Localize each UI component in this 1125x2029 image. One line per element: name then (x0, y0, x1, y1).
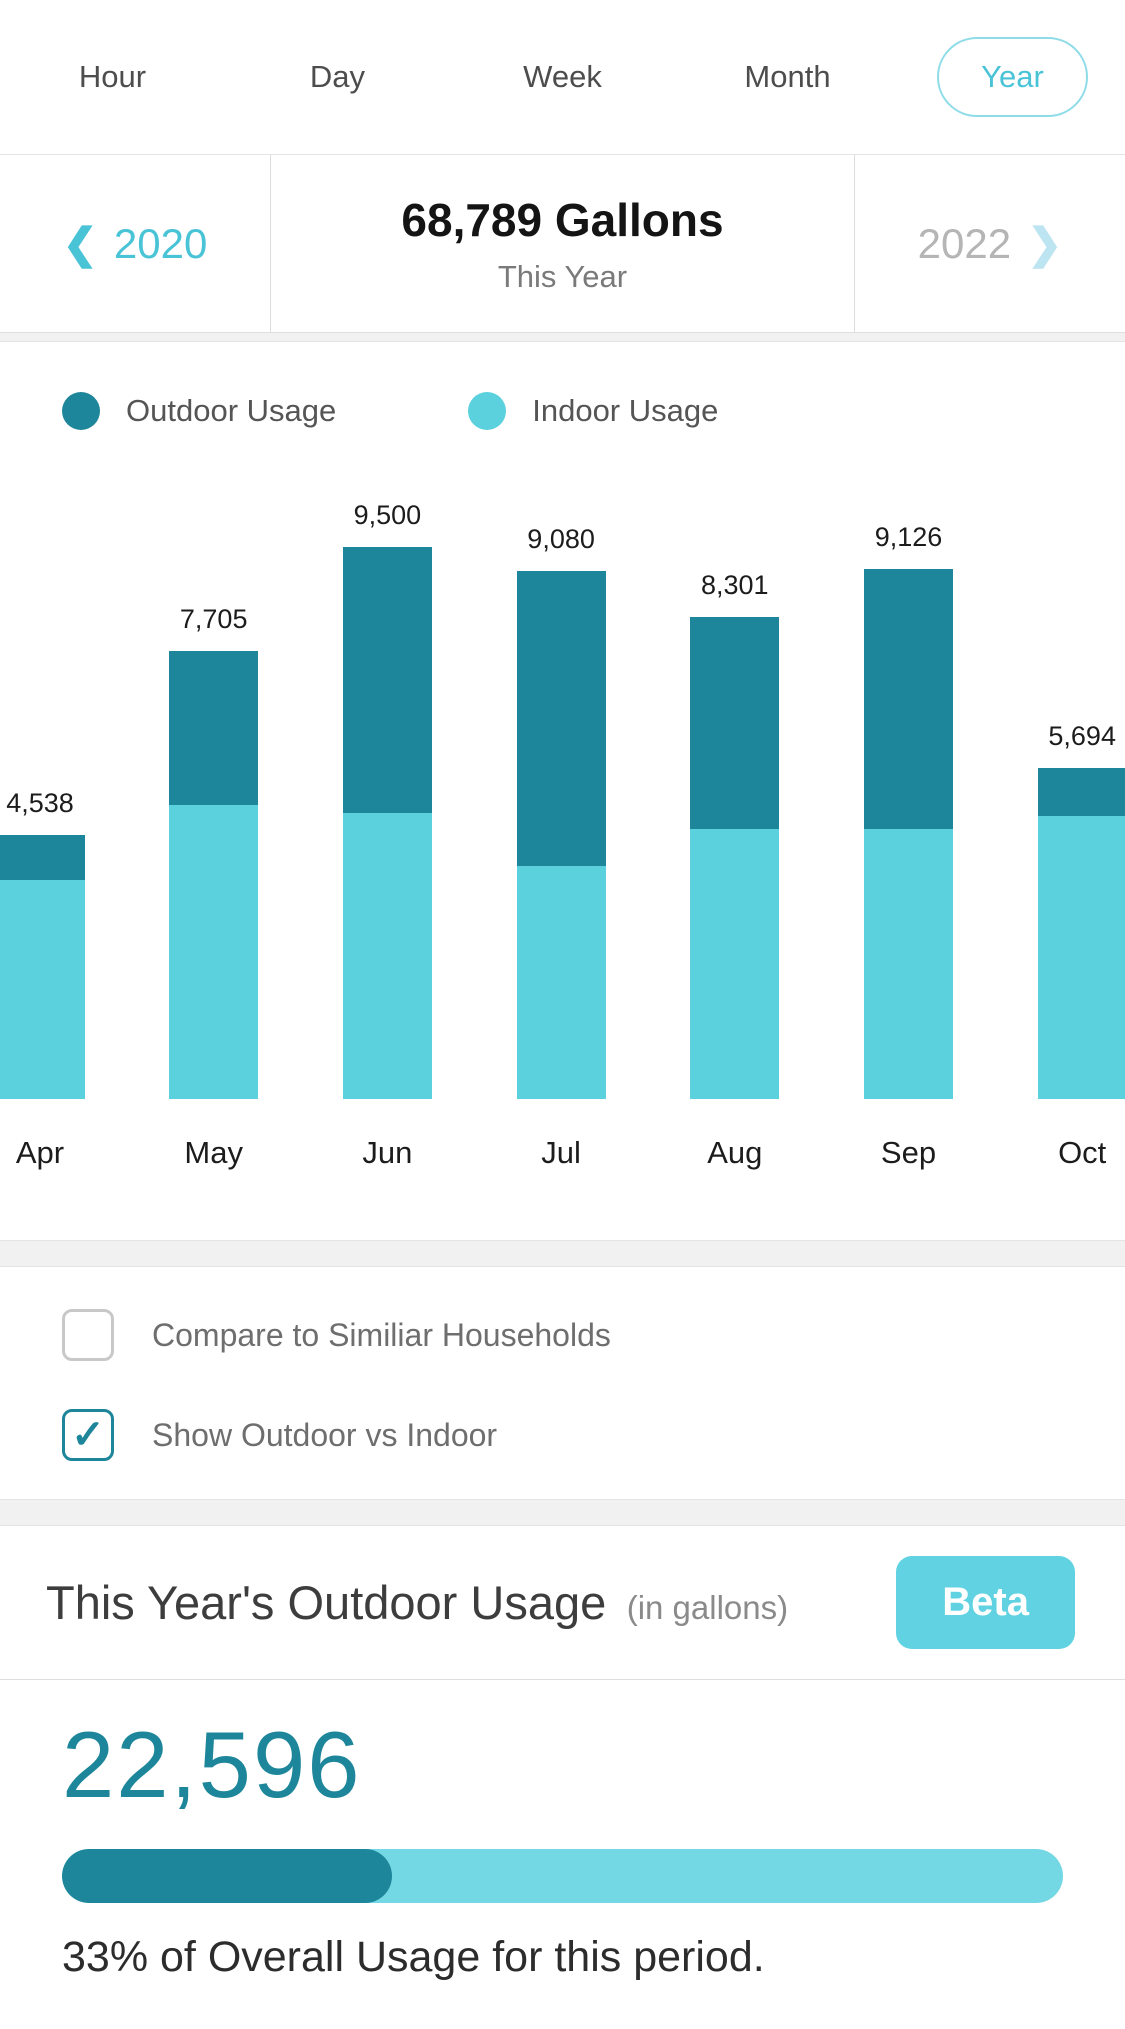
period-subtitle: This Year (497, 258, 628, 294)
indoor-segment (342, 813, 432, 1099)
chevron-left-icon: ❮ (62, 219, 98, 267)
stacked-bar-chart: 4,538 7,705 9,500 9,080 8,301 9,126 5,694 (0, 436, 1125, 1099)
legend-item-outdoor: Outdoor Usage (62, 392, 336, 430)
chart-options-card: Compare to Similiar Households ✓ Show Outd… (0, 1266, 1125, 1500)
bar-value-label: 5,694 (1048, 721, 1116, 751)
tab-day[interactable]: Day (225, 59, 450, 95)
x-axis-label: Apr (15, 1135, 65, 1170)
x-axis-label: Oct (1058, 1135, 1107, 1170)
period-summary: 68,789 Gallons This Year (270, 155, 855, 332)
checkmark-icon: ✓ (71, 1413, 105, 1457)
x-axis-label: Sep (880, 1135, 937, 1170)
outdoor-percent-text: 33% of Overall Usage for this period. (62, 1932, 765, 1981)
bar-jul[interactable] (516, 571, 606, 1099)
indoor-legend-dot-icon (468, 392, 507, 430)
x-axis: Apr May Jun Jul Aug Sep Oct (0, 1099, 1125, 1189)
tab-label: Hour (78, 59, 147, 94)
outdoor-legend-dot-icon (62, 392, 100, 430)
tab-hour[interactable]: Hour (0, 59, 225, 95)
x-axis-label: Jun (362, 1135, 413, 1170)
outdoor-summary-header: This Year's Outdoor Usage (in gallons) B… (0, 1525, 1125, 1680)
prev-year-label: 2020 (113, 219, 208, 267)
tab-label: Week (523, 59, 602, 94)
x-axis-label: May (184, 1135, 243, 1170)
outdoor-segment (169, 651, 259, 805)
indoor-legend-label: Indoor Usage (532, 393, 719, 428)
outdoor-segment (342, 547, 432, 814)
tab-week[interactable]: Week (450, 59, 675, 95)
outdoor-total-value: 22,596 (62, 1712, 362, 1817)
outdoor-segment (1037, 768, 1125, 816)
outdoor-segment (516, 571, 606, 866)
tab-label: Day (309, 59, 366, 94)
indoor-segment (1037, 815, 1125, 1099)
bar-value-label: 9,080 (527, 524, 595, 554)
period-tabbar: Hour Day Week Month Year (0, 0, 1125, 155)
outdoor-summary-title: This Year's Outdoor Usage (46, 1576, 607, 1629)
indoor-segment (169, 804, 259, 1099)
checkbox-compare-similar-households[interactable] (62, 1309, 114, 1361)
tab-label: Year (937, 37, 1088, 117)
option-row: ✓ Show Outdoor vs Indoor (62, 1409, 1125, 1461)
option-label: Show Outdoor vs Indoor (152, 1416, 498, 1453)
bar-may[interactable] (169, 651, 259, 1099)
prev-year-button[interactable]: ❮ 2020 (0, 155, 270, 332)
bar-aug[interactable] (690, 617, 780, 1099)
tab-year[interactable]: Year (900, 37, 1125, 117)
outdoor-segment (0, 835, 85, 881)
outdoor-legend-label: Outdoor Usage (126, 393, 337, 428)
beta-button[interactable]: Beta (896, 1556, 1075, 1649)
tab-label: Month (744, 59, 831, 94)
indoor-segment (864, 828, 953, 1099)
outdoor-usage-progress-fill (62, 1848, 393, 1903)
bar-value-label: 8,301 (701, 570, 769, 600)
indoor-segment (516, 865, 606, 1099)
x-axis-label: Jul (541, 1135, 581, 1170)
chevron-right-icon: ❯ (1027, 219, 1063, 267)
usage-chart-card: Outdoor Usage Indoor Usage 4,538 7,705 9,5… (0, 341, 1125, 1241)
period-nav: ❮ 2020 68,789 Gallons This Year 2022 ❯ (0, 155, 1125, 333)
x-axis-label: Aug (707, 1135, 763, 1170)
option-row: Compare to Similiar Households (62, 1309, 1125, 1361)
outdoor-segment (690, 617, 780, 830)
bar-oct[interactable] (1037, 768, 1125, 1099)
bar-jun[interactable] (342, 547, 432, 1099)
outdoor-summary-body: 22,596 33% of Overall Usage for this per… (0, 1680, 1125, 2029)
outdoor-usage-progressbar (62, 1848, 1063, 1903)
bar-apr[interactable] (0, 835, 85, 1099)
bar-value-label: 4,538 (6, 788, 74, 818)
bar-value-label: 7,705 (179, 604, 248, 634)
next-year-button[interactable]: 2022 ❯ (855, 155, 1125, 332)
indoor-segment (690, 829, 780, 1099)
chart-legend: Outdoor Usage Indoor Usage (0, 342, 1125, 436)
bar-value-label: 9,126 (874, 522, 943, 552)
total-gallons-title: 68,789 Gallons (401, 193, 724, 246)
tab-month[interactable]: Month (675, 59, 900, 95)
bar-value-label: 9,500 (353, 500, 422, 530)
indoor-segment (0, 880, 85, 1099)
option-label: Compare to Similiar Households (152, 1316, 611, 1353)
outdoor-summary-title-wrap: This Year's Outdoor Usage (in gallons) (46, 1575, 788, 1630)
legend-item-indoor: Indoor Usage (468, 392, 718, 430)
bar-sep[interactable] (864, 569, 953, 1099)
next-year-label: 2022 (917, 219, 1012, 267)
outdoor-summary-unit: (in gallons) (626, 1589, 789, 1626)
checkbox-show-outdoor-vs-indoor[interactable]: ✓ (62, 1409, 114, 1461)
outdoor-segment (864, 569, 953, 829)
